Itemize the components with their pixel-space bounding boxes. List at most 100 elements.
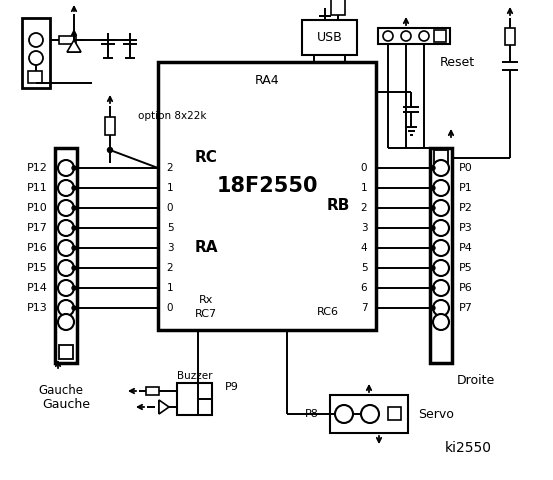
Circle shape	[29, 33, 43, 47]
Circle shape	[431, 246, 435, 250]
Text: Servo: Servo	[418, 408, 454, 420]
Text: P13: P13	[27, 303, 48, 313]
Circle shape	[361, 405, 379, 423]
Bar	[22, 18, 50, 88]
Circle shape	[433, 220, 449, 236]
Circle shape	[433, 240, 449, 256]
Text: Rx: Rx	[199, 295, 213, 305]
Text: P16: P16	[27, 243, 48, 253]
Text: P4: P4	[459, 243, 473, 253]
Circle shape	[58, 300, 74, 316]
Text: P0: P0	[459, 163, 473, 173]
Circle shape	[58, 180, 74, 196]
Circle shape	[107, 147, 112, 153]
Text: Gauche: Gauche	[42, 398, 90, 411]
Text: P8: P8	[305, 409, 319, 419]
Text: RA: RA	[194, 240, 218, 254]
Circle shape	[72, 246, 76, 250]
Circle shape	[72, 166, 76, 170]
Text: 6: 6	[361, 283, 367, 293]
Text: 2: 2	[166, 263, 173, 273]
Circle shape	[431, 306, 435, 310]
Text: 4: 4	[361, 243, 367, 253]
Circle shape	[72, 286, 76, 290]
Text: P11: P11	[27, 183, 48, 193]
Circle shape	[433, 314, 449, 330]
Bar	[378, 28, 450, 44]
Circle shape	[29, 51, 43, 65]
Polygon shape	[159, 400, 169, 414]
Bar	[505, 28, 515, 45]
Text: option 8x22k: option 8x22k	[138, 111, 206, 121]
Text: RC7: RC7	[195, 309, 217, 319]
Bar	[302, 20, 357, 55]
Circle shape	[433, 160, 449, 176]
Circle shape	[433, 300, 449, 316]
Text: ki2550: ki2550	[445, 441, 492, 455]
Circle shape	[431, 206, 435, 210]
Bar	[158, 62, 376, 330]
Circle shape	[58, 240, 74, 256]
Text: P17: P17	[27, 223, 48, 233]
Bar	[105, 117, 115, 135]
Text: P14: P14	[27, 283, 48, 293]
Text: 3: 3	[361, 223, 367, 233]
Text: P1: P1	[459, 183, 473, 193]
Bar	[59, 345, 73, 359]
Circle shape	[58, 314, 74, 330]
Text: P6: P6	[459, 283, 473, 293]
Circle shape	[58, 280, 74, 296]
Text: P15: P15	[27, 263, 48, 273]
Circle shape	[433, 280, 449, 296]
Text: 0: 0	[167, 303, 173, 313]
Text: Droite: Droite	[457, 374, 495, 387]
Bar	[434, 150, 448, 164]
Bar	[388, 407, 401, 420]
Text: 5: 5	[166, 223, 173, 233]
Circle shape	[72, 226, 76, 230]
Circle shape	[433, 200, 449, 216]
Text: P10: P10	[27, 203, 48, 213]
Text: P7: P7	[459, 303, 473, 313]
Bar	[55, 148, 77, 363]
Bar	[330, 395, 408, 433]
Text: 0: 0	[361, 163, 367, 173]
Text: 2: 2	[166, 163, 173, 173]
Text: Reset: Reset	[440, 56, 475, 69]
Text: P3: P3	[459, 223, 473, 233]
Text: P12: P12	[27, 163, 48, 173]
Text: Buzzer: Buzzer	[177, 371, 212, 381]
Text: P2: P2	[459, 203, 473, 213]
Text: 0: 0	[167, 203, 173, 213]
Circle shape	[72, 266, 76, 270]
Circle shape	[72, 186, 76, 190]
Text: USB: USB	[317, 31, 342, 44]
Text: RA4: RA4	[255, 73, 279, 86]
Bar	[145, 387, 159, 395]
Text: 5: 5	[361, 263, 367, 273]
Circle shape	[383, 31, 393, 41]
Circle shape	[431, 166, 435, 170]
Text: 1: 1	[166, 283, 173, 293]
Circle shape	[431, 286, 435, 290]
Circle shape	[419, 31, 429, 41]
Text: RC: RC	[195, 149, 217, 165]
Circle shape	[58, 260, 74, 276]
Bar	[430, 148, 452, 363]
Text: 2: 2	[361, 203, 367, 213]
Text: 1: 1	[166, 183, 173, 193]
Circle shape	[58, 200, 74, 216]
Bar	[177, 383, 212, 415]
Circle shape	[431, 266, 435, 270]
Bar	[59, 36, 76, 44]
Circle shape	[58, 160, 74, 176]
Circle shape	[72, 306, 76, 310]
Bar	[28, 71, 42, 83]
Circle shape	[433, 180, 449, 196]
Circle shape	[431, 226, 435, 230]
Text: 1: 1	[361, 183, 367, 193]
Text: 7: 7	[361, 303, 367, 313]
Text: 3: 3	[166, 243, 173, 253]
Circle shape	[72, 206, 76, 210]
Text: RC6: RC6	[317, 307, 339, 317]
